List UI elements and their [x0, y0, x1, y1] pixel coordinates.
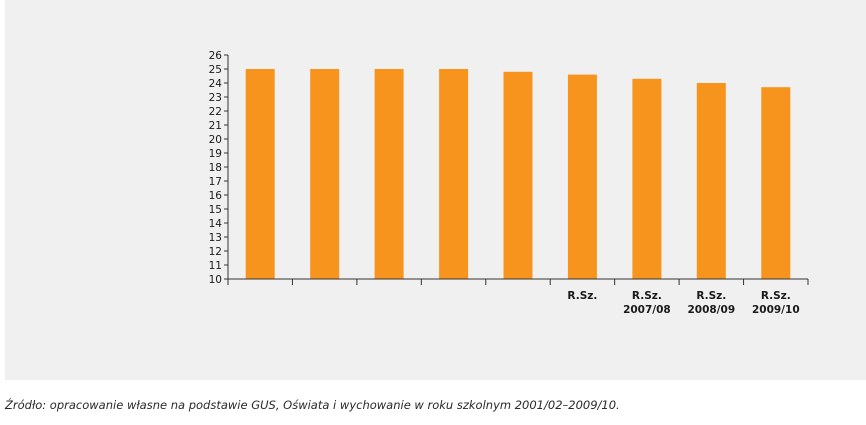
bar	[761, 87, 791, 279]
y-tick-label: 18	[209, 162, 222, 174]
x-category-label: R.Sz.	[632, 290, 662, 302]
bar	[696, 83, 726, 279]
bar	[374, 69, 404, 279]
bar	[632, 78, 662, 279]
x-category-label: 2008/09	[687, 304, 735, 316]
x-category-label: R.Sz.	[567, 290, 597, 302]
y-tick-label: 25	[209, 64, 222, 76]
y-tick-label: 19	[209, 148, 222, 160]
x-category-label: R.Sz.	[696, 290, 726, 302]
y-tick-label: 22	[209, 106, 222, 118]
y-tick-label: 16	[209, 190, 223, 202]
y-tick-label: 13	[209, 232, 222, 244]
y-tick-label: 20	[209, 134, 222, 146]
bar	[310, 69, 340, 279]
bar	[245, 69, 275, 279]
x-category-label: 2009/10	[752, 304, 800, 316]
x-category-label: 2007/08	[623, 304, 671, 316]
y-tick-label: 21	[209, 120, 222, 132]
x-category-label: R.Sz.	[761, 290, 791, 302]
y-tick-label: 26	[209, 50, 223, 62]
y-tick-label: 24	[209, 78, 223, 90]
y-tick-label: 17	[209, 176, 222, 188]
y-tick-label: 14	[209, 218, 223, 230]
bar-chart: 10 11 12 13 14 15 16 17 18 19 20 21 22 23 24 25 26 R.Sz. R…	[209, 50, 809, 316]
bar	[567, 74, 597, 279]
source-note: Źródło: opracowanie własne na podstawie …	[5, 398, 620, 412]
y-tick-label: 12	[209, 246, 222, 258]
bar	[503, 71, 533, 279]
y-tick-label: 11	[209, 260, 222, 272]
y-tick-label: 15	[209, 204, 222, 216]
bar	[439, 69, 469, 279]
y-tick-label: 10	[209, 274, 222, 286]
chart-panel: 10 11 12 13 14 15 16 17 18 19 20 21 22 23 24 25 26 R.Sz. R…	[5, 0, 866, 380]
y-tick-label: 23	[209, 92, 222, 104]
